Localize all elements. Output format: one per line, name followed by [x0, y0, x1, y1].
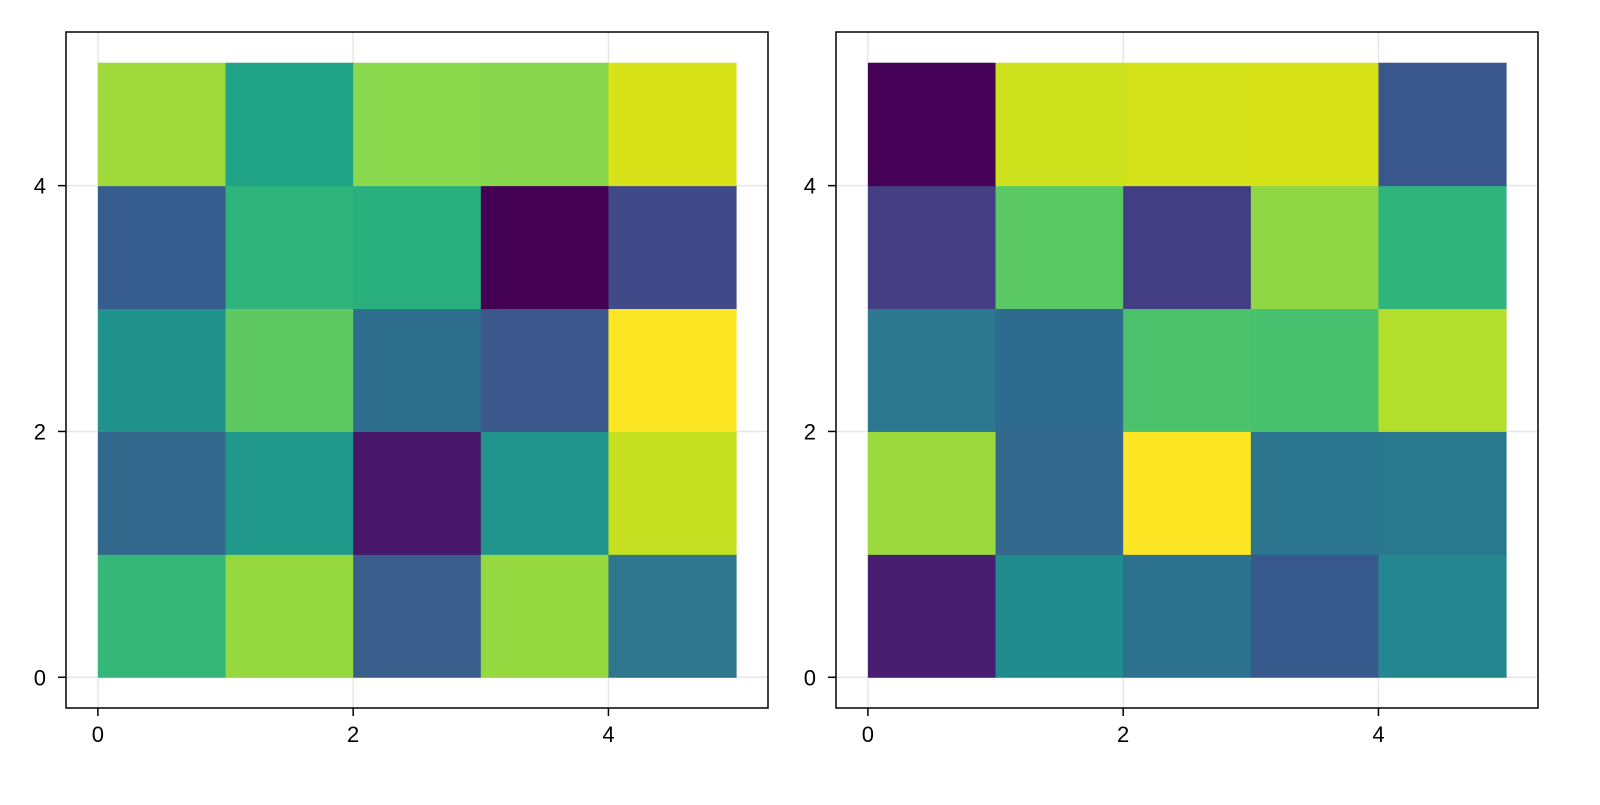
heatmap-cell: [608, 431, 737, 555]
heatmap-cell: [995, 431, 1124, 555]
x-tick-label: 2: [347, 722, 359, 747]
heatmap-cell: [480, 308, 609, 432]
heatmap-cell: [867, 554, 997, 678]
heatmap-cell: [97, 185, 227, 310]
heatmap-cell: [867, 185, 997, 310]
y-tick-label: 4: [34, 174, 46, 199]
heatmap-cell: [1123, 308, 1252, 432]
plot-frame: [65, 31, 769, 709]
heatmap-panel-2: 0 2 4 0 2 4: [804, 31, 1539, 747]
heatmap-cell: [353, 554, 482, 678]
heatmap-cell: [1250, 62, 1379, 187]
heatmap-cell: [97, 62, 227, 187]
heatmap-cell: [608, 62, 737, 187]
heatmap-cell: [608, 308, 737, 432]
heatmap-cell: [1250, 554, 1379, 678]
heatmap-cell: [97, 554, 227, 678]
heatmap-cell: [1378, 554, 1507, 678]
heatmap-cell: [1378, 185, 1507, 310]
heatmap-cell: [97, 308, 227, 432]
heatmap-cell: [353, 62, 482, 187]
heatmap-cell: [995, 554, 1124, 678]
heatmap-cell: [353, 185, 482, 310]
heatmap-cell: [867, 431, 997, 555]
heatmap-cell: [97, 431, 227, 555]
x-tick-label: 0: [92, 722, 104, 747]
plot-frame: [835, 31, 1539, 709]
heatmap-cell: [608, 185, 737, 310]
y-tick-label: 4: [804, 174, 816, 199]
heatmap-cell: [1378, 431, 1507, 555]
heatmap-cell: [225, 554, 354, 678]
heatmap-cell: [1123, 62, 1252, 187]
heatmap-cell: [995, 308, 1124, 432]
heatmap-cell: [480, 185, 609, 310]
heatmap-cell: [1123, 431, 1252, 555]
heatmap-cell: [1378, 308, 1507, 432]
heatmap-cell: [867, 308, 997, 432]
heatmap-cell: [480, 62, 609, 187]
heatmap-cell: [867, 62, 997, 187]
heatmap-cell: [995, 185, 1124, 310]
y-tick-label: 2: [34, 419, 46, 444]
heatmap-cell: [995, 62, 1124, 187]
heatmap-cell: [225, 62, 354, 187]
heatmap-cell: [1123, 554, 1252, 678]
x-tick-label: 4: [602, 722, 614, 747]
heatmap-cell: [1250, 185, 1379, 310]
heatmap-cell: [480, 554, 609, 678]
y-tick-label: 0: [804, 665, 816, 690]
heatmap-cell: [480, 431, 609, 555]
heatmap-cell: [225, 431, 354, 555]
heatmap-panel-1: 0 2 4 0 2 4: [34, 31, 769, 747]
heatmap-cell: [608, 554, 737, 678]
heatmap-cell: [1250, 308, 1379, 432]
x-tick-label: 2: [1117, 722, 1129, 747]
heatmap-cell: [353, 431, 482, 555]
heatmap-cell: [1123, 185, 1252, 310]
x-tick-label: 4: [1372, 722, 1384, 747]
heatmap-cell: [1378, 62, 1507, 187]
heatmap-cell: [225, 185, 354, 310]
x-tick-label: 0: [862, 722, 874, 747]
heatmap-cell: [1250, 431, 1379, 555]
y-tick-label: 2: [804, 419, 816, 444]
y-tick-label: 0: [34, 665, 46, 690]
heatmap-cell: [225, 308, 354, 432]
heatmap-cell: [353, 308, 482, 432]
